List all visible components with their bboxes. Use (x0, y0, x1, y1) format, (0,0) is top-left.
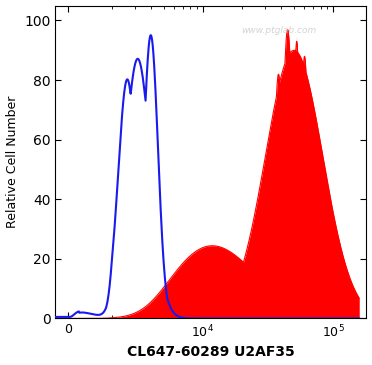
X-axis label: CL647-60289 U2AF35: CL647-60289 U2AF35 (127, 345, 295, 360)
Y-axis label: Relative Cell Number: Relative Cell Number (6, 96, 19, 228)
Text: www.ptglab.com: www.ptglab.com (242, 26, 317, 35)
